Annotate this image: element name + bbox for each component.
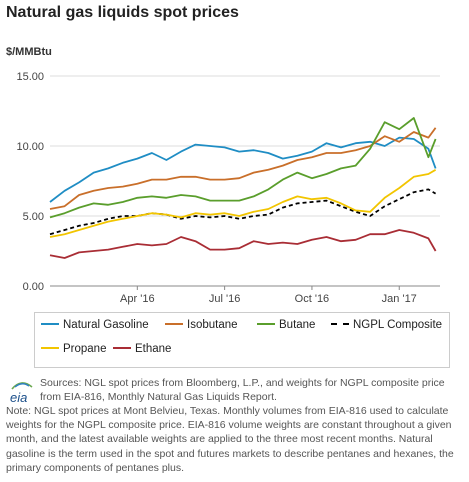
series-line-natural-gasoline xyxy=(49,136,437,203)
chart-legend: Natural Gasoline Isobutane Butane NGPL C… xyxy=(34,312,450,368)
y-tick-label: 10.00 xyxy=(16,141,44,153)
eia-logo-arc xyxy=(11,382,33,390)
legend-swatch xyxy=(41,322,59,325)
chart-title: Natural gas liquids spot prices xyxy=(6,4,239,21)
eia-logo-arc xyxy=(14,383,30,388)
legend-item-butane[interactable]: Butane xyxy=(257,319,315,331)
note-text: Note: NGL spot prices at Mont Belvieu, T… xyxy=(6,405,454,474)
legend-item-natural-gasoline[interactable]: Natural Gasoline xyxy=(41,319,149,331)
y-tick-label: 0.00 xyxy=(23,281,44,293)
x-tick-label: Oct '16 xyxy=(295,293,330,305)
legend-item-ethane[interactable]: Ethane xyxy=(113,343,171,355)
legend-item-propane[interactable]: Propane xyxy=(41,343,106,355)
y-axis-unit-label: $/MMBtu xyxy=(6,46,52,58)
series-line-isobutane xyxy=(49,127,437,210)
legend-swatch xyxy=(165,322,183,325)
series-line-butane xyxy=(49,117,437,219)
series-line-ngpl-composite xyxy=(49,188,437,236)
series-line-ethane xyxy=(49,229,437,259)
eia-logo: eia xyxy=(10,382,33,405)
line-chart: 0.00 5.00 10.00 15.00 Apr '16 Jul '16 Oct '16 J… xyxy=(16,71,440,305)
legend-label: Natural Gasoline xyxy=(63,319,149,331)
y-tick-label: 5.00 xyxy=(23,211,44,223)
x-tick-label: Apr '16 xyxy=(120,293,155,305)
y-tick-label: 15.00 xyxy=(16,71,44,83)
legend-swatch xyxy=(331,322,349,325)
eia-logo-text: eia xyxy=(10,390,27,405)
x-tick-label: Jan '17 xyxy=(382,293,417,305)
legend-item-ngpl-composite[interactable]: NGPL Composite xyxy=(331,319,442,331)
sources-text: Sources: NGL spot prices from Bloomberg,… xyxy=(40,377,445,403)
legend-label: Butane xyxy=(279,319,316,331)
series-line-propane xyxy=(49,169,437,238)
x-tick-label: Jul '16 xyxy=(209,293,240,305)
legend-swatch xyxy=(41,346,59,349)
legend-label: Propane xyxy=(63,343,107,355)
legend-label: Isobutane xyxy=(187,319,238,331)
legend-label: Ethane xyxy=(135,343,172,355)
legend-swatch xyxy=(257,322,275,325)
legend-label: NGPL Composite xyxy=(353,319,443,331)
legend-swatch xyxy=(113,346,131,349)
legend-item-isobutane[interactable]: Isobutane xyxy=(165,319,238,331)
